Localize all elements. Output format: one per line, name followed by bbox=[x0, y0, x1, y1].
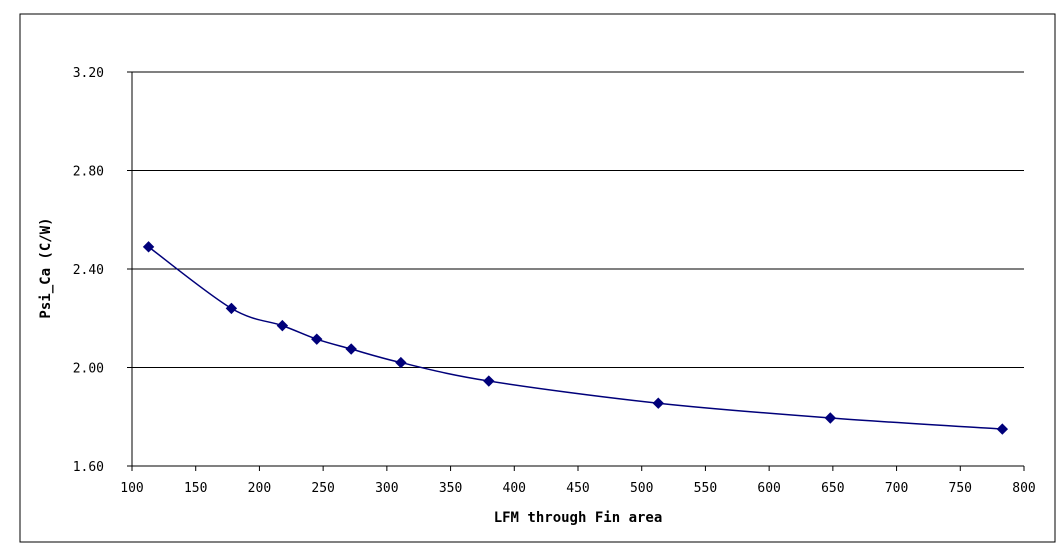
x-tick-label-3: 250 bbox=[311, 481, 334, 496]
x-tick-label-0: 100 bbox=[120, 481, 143, 496]
x-tick-label-4: 300 bbox=[375, 481, 398, 496]
x-tick-labels: 100 150 200 250 300 350 400 450 500 550 600 650 700 7… bbox=[120, 481, 1035, 496]
x-tick-label-13: 750 bbox=[949, 481, 972, 496]
x-tick-label-14: 800 bbox=[1012, 481, 1035, 496]
data-point-2 bbox=[276, 319, 289, 332]
x-tick-label-8: 500 bbox=[630, 481, 653, 496]
data-point-3 bbox=[311, 333, 323, 345]
x-tick-label-12: 700 bbox=[885, 481, 908, 496]
data-point-8 bbox=[824, 412, 837, 424]
x-tick-label-6: 400 bbox=[503, 481, 526, 496]
data-point-5 bbox=[395, 356, 407, 369]
x-tick-label-2: 200 bbox=[248, 481, 271, 496]
x-tick-label-11: 650 bbox=[821, 481, 844, 496]
series-line bbox=[148, 246, 1003, 430]
x-tick-label-5: 350 bbox=[439, 481, 462, 496]
marker-layer bbox=[142, 241, 1009, 435]
y-tick-label-1: 2.00 bbox=[73, 362, 104, 377]
data-point-9 bbox=[996, 423, 1009, 435]
x-tick-label-9: 550 bbox=[694, 481, 717, 496]
data-point-6 bbox=[483, 375, 495, 387]
x-axis-title: LFM through Fin area bbox=[494, 510, 663, 526]
data-point-0 bbox=[142, 241, 155, 253]
x-tick-label-7: 450 bbox=[566, 481, 589, 496]
y-axis-title: Psi_Ca (C/W) bbox=[38, 217, 54, 318]
x-tick-label-1: 150 bbox=[184, 481, 207, 496]
data-point-4 bbox=[345, 343, 357, 355]
y-tick-label-4: 3.20 bbox=[73, 66, 104, 81]
y-tick-label-2: 2.40 bbox=[73, 263, 104, 278]
y-tick-labels: 1.60 2.00 2.40 2.80 3.20 bbox=[73, 66, 104, 475]
y-tick-label-0: 1.60 bbox=[73, 460, 104, 475]
chart-frame bbox=[19, 13, 1056, 543]
x-tick-label-10: 600 bbox=[757, 481, 780, 496]
data-point-1 bbox=[225, 302, 238, 315]
data-point-7 bbox=[652, 397, 664, 409]
axis-layer bbox=[127, 71, 1025, 471]
y-tick-label-3: 2.80 bbox=[73, 165, 104, 180]
